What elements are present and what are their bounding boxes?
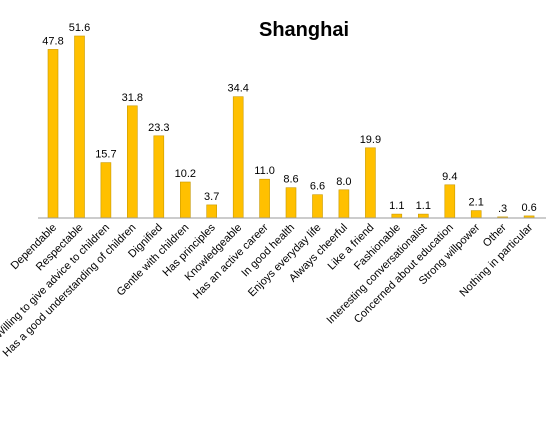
bar-1: [47, 49, 59, 219]
value-label-17: 2.1: [469, 197, 484, 209]
bar-15: [417, 213, 429, 219]
value-label-9: 11.0: [254, 165, 275, 177]
bar-10: [285, 187, 297, 219]
value-label-16: 9.4: [442, 171, 457, 183]
value-label-15: 1.1: [416, 200, 431, 212]
chart-title: Shanghai: [259, 19, 349, 41]
bar-13: [365, 147, 376, 219]
bar-14: [391, 213, 403, 219]
value-label-18: .3: [498, 203, 507, 215]
bar-5: [153, 135, 165, 219]
value-label-7: 3.7: [204, 191, 219, 203]
bar-2: [74, 35, 85, 219]
value-label-4: 31.8: [122, 92, 143, 104]
value-label-5: 23.3: [148, 122, 169, 134]
bar-7: [206, 204, 217, 219]
value-label-3: 15.7: [95, 149, 116, 161]
value-label-14: 1.1: [389, 200, 404, 212]
bar-12: [338, 189, 350, 219]
value-labels: 47.8 51.6 15.7 31.8 23.3 10.2 3.7 34.4 11.0 8.6 6.…: [42, 22, 536, 215]
bar-3: [100, 162, 112, 219]
value-label-12: 8.0: [336, 176, 351, 188]
value-label-2: 51.6: [69, 22, 90, 34]
value-label-13: 19.9: [360, 134, 381, 146]
bar-16: [444, 184, 456, 219]
bar-4: [127, 105, 138, 219]
bar-17: [470, 210, 482, 219]
value-label-1: 47.8: [42, 35, 63, 47]
category-label-3: Willing to give advice to children: [0, 222, 112, 341]
value-label-11: 6.6: [310, 181, 325, 193]
bar-11: [312, 194, 323, 219]
value-label-8: 34.4: [227, 83, 248, 95]
value-label-19: 0.6: [521, 202, 536, 214]
bar-8: [232, 96, 244, 219]
bar-9: [259, 178, 270, 219]
bars: [47, 35, 535, 219]
bar-6: [180, 181, 191, 219]
value-label-10: 8.6: [283, 174, 298, 186]
value-label-6: 10.2: [175, 168, 196, 180]
